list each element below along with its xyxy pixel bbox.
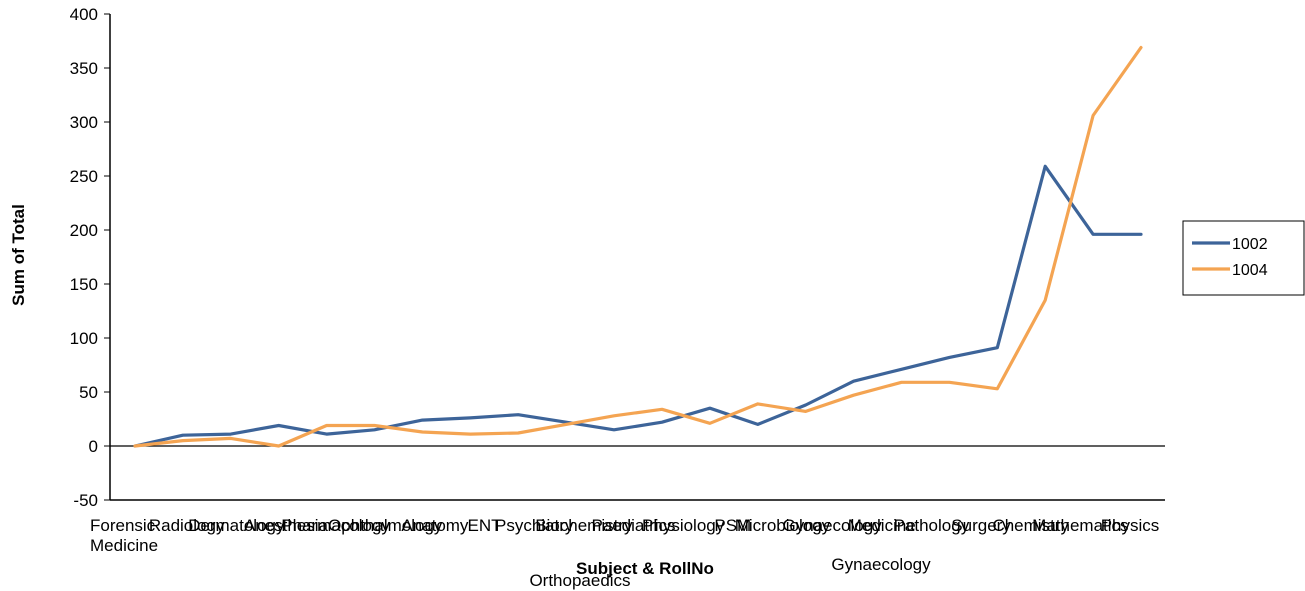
x-category-label: Anesthesia	[244, 516, 329, 535]
y-tick-label: -50	[73, 491, 98, 510]
series-line-1002	[133, 164, 1143, 448]
x-category-label: Pharmacology	[281, 516, 390, 535]
y-tick-label: 250	[70, 167, 98, 186]
y-tick-label: 50	[79, 383, 98, 402]
x-category-label: Anatomy	[401, 516, 469, 535]
y-tick-label: 200	[70, 221, 98, 240]
legend: 1002 1004	[1182, 220, 1305, 296]
x-category-label: Dermatology	[188, 516, 285, 535]
x-category-label: Gynaecology	[782, 516, 882, 535]
x-category-label: Physics	[1101, 516, 1160, 535]
series-line-1004	[133, 45, 1143, 448]
x-category-label: Mathematics	[1032, 516, 1128, 535]
series-layer	[133, 45, 1143, 448]
x-category-label: Microbiology	[735, 516, 831, 535]
x-category-label: Paediatrics	[591, 516, 675, 535]
x-category-label-wrapped: Orthopaedics	[529, 571, 630, 590]
x-category-label: Physiology	[642, 516, 725, 535]
x-category-label: ENT	[468, 516, 502, 535]
x-category-label: Chemistry	[992, 516, 1069, 535]
x-category-label: Surgery	[951, 516, 1011, 535]
x-category-label: Biochemistry	[535, 516, 633, 535]
legend-box	[1182, 220, 1305, 296]
y-tick-label: 400	[70, 5, 98, 24]
y-tick-label: 350	[70, 59, 98, 78]
x-category-label: Forensic Medicine	[90, 516, 158, 555]
x-category-label: Ophthalmology	[328, 516, 443, 535]
y-tick-label: 150	[70, 275, 98, 294]
x-category-label: PSM	[714, 516, 751, 535]
x-category-label: Pathology	[894, 516, 970, 535]
x-category-label: Radiology	[149, 516, 225, 535]
legend-label-1002: 1002	[1232, 236, 1268, 253]
y-tick-label: 0	[89, 437, 98, 456]
y-tick-label: 100	[70, 329, 98, 348]
legend-label-1004: 1004	[1232, 262, 1268, 279]
y-axis-ticks: -50 0 50 100 150 200 250 300 350 400	[70, 5, 110, 510]
x-axis-category-labels: Forensic MedicineRadiologyDermatologyAnes…	[90, 516, 1159, 590]
x-axis-title: Subject & RollNo	[576, 559, 714, 578]
x-category-label: Psychiatry	[495, 516, 574, 535]
x-category-label-wrapped: Gynaecology	[831, 555, 931, 574]
y-axis-title: Sum of Total	[9, 204, 28, 306]
y-tick-label: 300	[70, 113, 98, 132]
x-category-label: Medicine	[848, 516, 916, 535]
axes	[109, 14, 1165, 501]
